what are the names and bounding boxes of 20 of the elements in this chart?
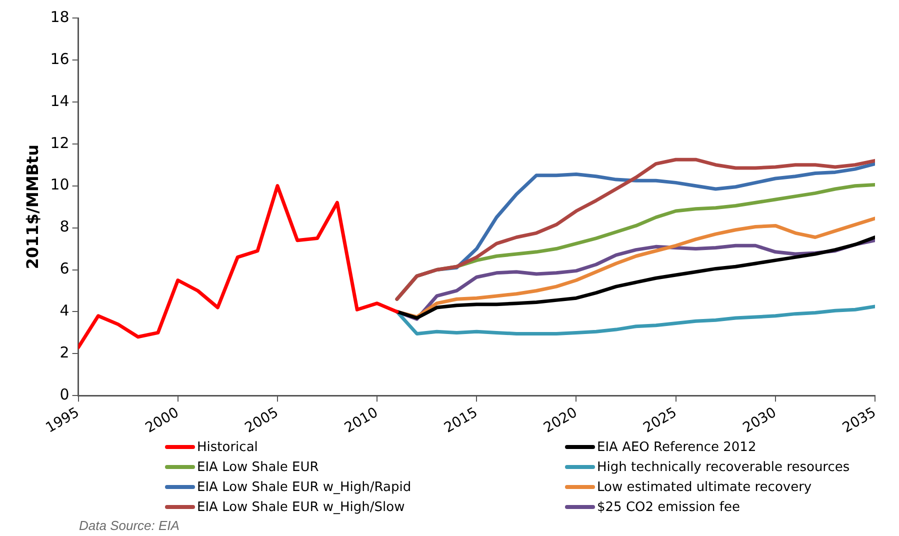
y-tick-label: 12 bbox=[50, 134, 70, 152]
legend-label: EIA Low Shale EUR w_High/Slow bbox=[197, 500, 405, 514]
y-tick-label: 18 bbox=[50, 8, 70, 26]
legend-label: Historical bbox=[197, 440, 258, 454]
legend-label: $25 CO2 emission fee bbox=[597, 500, 740, 514]
y-tick-label: 8 bbox=[60, 218, 70, 236]
legend-label: High technically recoverable resources bbox=[597, 460, 850, 474]
y-tick-label: 14 bbox=[50, 92, 70, 110]
legend-label: EIA AEO Reference 2012 bbox=[597, 440, 756, 454]
source-note: Data Source: EIA bbox=[79, 518, 180, 533]
legend-label: EIA Low Shale EUR bbox=[197, 460, 319, 474]
y-tick-label: 16 bbox=[50, 50, 70, 68]
y-tick-label: 2 bbox=[60, 344, 70, 362]
y-tick-label: 0 bbox=[60, 386, 70, 404]
legend-label: EIA Low Shale EUR w_High/Rapid bbox=[197, 480, 412, 494]
legend-label: Low estimated ultimate recovery bbox=[597, 480, 812, 494]
y-tick-label: 4 bbox=[60, 302, 70, 320]
y-tick-label: 6 bbox=[60, 260, 70, 278]
y-axis-title: 2011$/MMBtu bbox=[22, 144, 42, 270]
y-tick-label: 10 bbox=[50, 176, 70, 194]
